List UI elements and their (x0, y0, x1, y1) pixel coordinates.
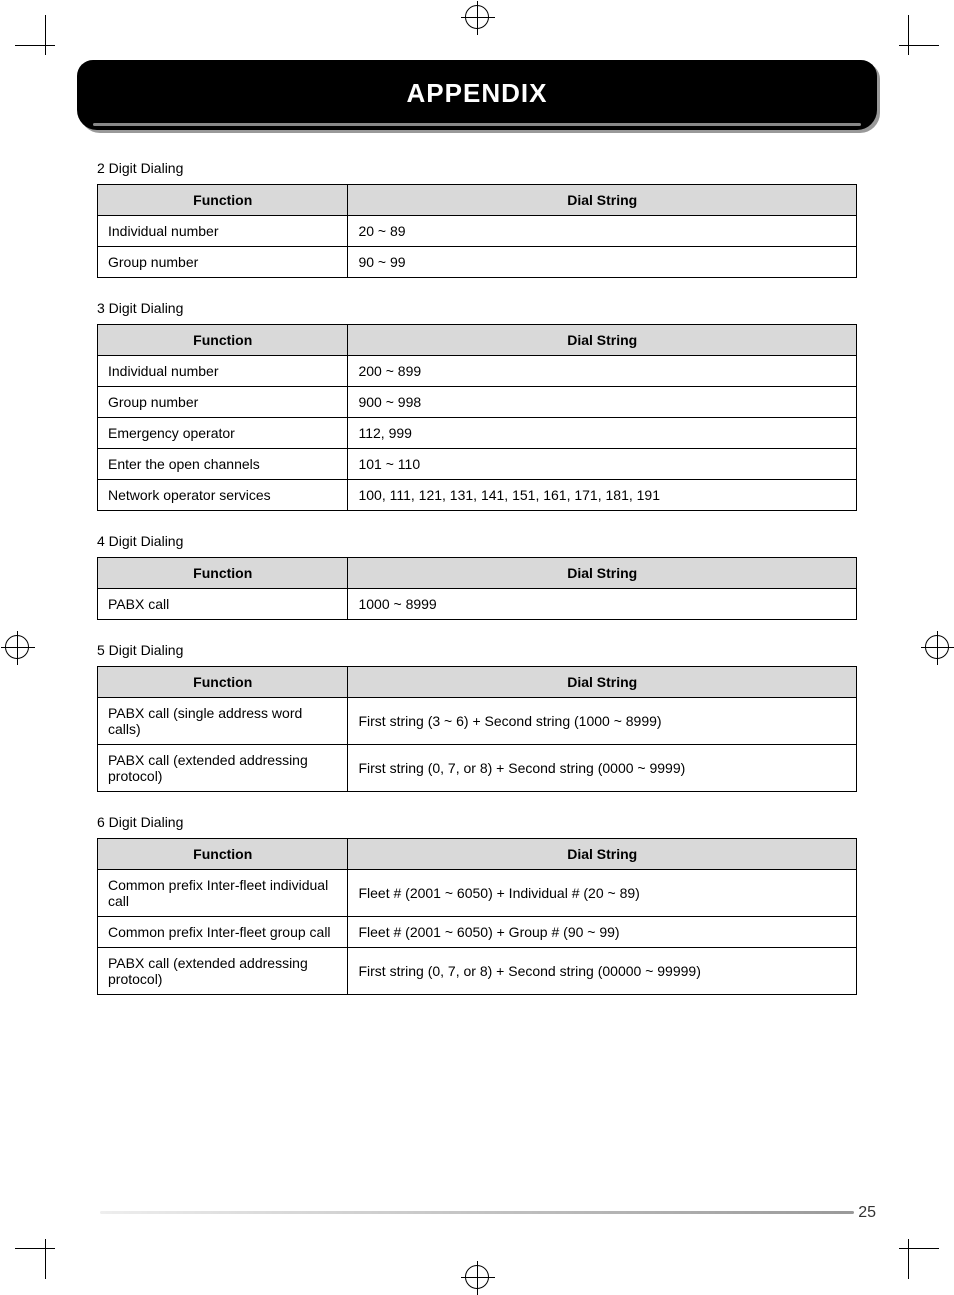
cell-dial-string: 900 ~ 998 (348, 387, 857, 418)
table-row: Emergency operator112, 999 (98, 418, 857, 449)
header-dial-string: Dial String (348, 667, 857, 698)
cell-function: Common prefix Inter-fleet group call (98, 917, 348, 948)
cell-function: PABX call (extended addressing protocol) (98, 745, 348, 792)
cell-dial-string: 101 ~ 110 (348, 449, 857, 480)
header-dial-string: Dial String (348, 325, 857, 356)
registration-mark-left (5, 635, 29, 659)
cell-dial-string: Fleet # (2001 ~ 6050) + Group # (90 ~ 99… (348, 917, 857, 948)
registration-mark-bottom (465, 1265, 489, 1289)
section-label: 2 Digit Dialing (97, 160, 857, 176)
section-label: 6 Digit Dialing (97, 814, 857, 830)
cell-dial-string: First string (0, 7, or 8) + Second strin… (348, 948, 857, 995)
header-dial-string: Dial String (348, 839, 857, 870)
cell-dial-string: First string (3 ~ 6) + Second string (10… (348, 698, 857, 745)
header-dial-string: Dial String (348, 185, 857, 216)
section-label: 4 Digit Dialing (97, 533, 857, 549)
cell-function: Individual number (98, 216, 348, 247)
cell-function: PABX call (single address word calls) (98, 698, 348, 745)
cell-dial-string: Fleet # (2001 ~ 6050) + Individual # (20… (348, 870, 857, 917)
table-row: PABX call (extended addressing protocol)… (98, 745, 857, 792)
dialing-table: FunctionDial StringPABX call1000 ~ 8999 (97, 557, 857, 620)
table-row: Network operator services100, 111, 121, … (98, 480, 857, 511)
cell-dial-string: 90 ~ 99 (348, 247, 857, 278)
table-row: PABX call (extended addressing protocol)… (98, 948, 857, 995)
crop-mark-tr (889, 15, 939, 65)
section-label: 3 Digit Dialing (97, 300, 857, 316)
header-function: Function (98, 185, 348, 216)
table-row: Individual number200 ~ 899 (98, 356, 857, 387)
cell-dial-string: 112, 999 (348, 418, 857, 449)
registration-mark-right (925, 635, 949, 659)
dialing-table: FunctionDial StringCommon prefix Inter-f… (97, 838, 857, 995)
cell-dial-string: 20 ~ 89 (348, 216, 857, 247)
dialing-table: FunctionDial StringPABX call (single add… (97, 666, 857, 792)
cell-function: PABX call (extended addressing protocol) (98, 948, 348, 995)
table-row: Group number90 ~ 99 (98, 247, 857, 278)
table-row: Common prefix Inter-fleet group callFlee… (98, 917, 857, 948)
page-content: APPENDIX 2 Digit DialingFunctionDial Str… (97, 40, 857, 995)
header-banner: APPENDIX (77, 60, 877, 130)
cell-function: Enter the open channels (98, 449, 348, 480)
dialing-table: FunctionDial StringIndividual number20 ~… (97, 184, 857, 278)
page-number: 25 (858, 1204, 876, 1222)
cell-dial-string: 200 ~ 899 (348, 356, 857, 387)
header-function: Function (98, 558, 348, 589)
cell-function: Network operator services (98, 480, 348, 511)
crop-mark-tl (15, 15, 65, 65)
cell-dial-string: 1000 ~ 8999 (348, 589, 857, 620)
header-function: Function (98, 325, 348, 356)
registration-mark-top (465, 5, 489, 29)
cell-function: PABX call (98, 589, 348, 620)
table-row: Group number900 ~ 998 (98, 387, 857, 418)
table-row: Common prefix Inter-fleet individual cal… (98, 870, 857, 917)
cell-function: Emergency operator (98, 418, 348, 449)
header-dial-string: Dial String (348, 558, 857, 589)
crop-mark-br (889, 1229, 939, 1279)
page-footer-rule (100, 1211, 854, 1214)
table-row: PABX call1000 ~ 8999 (98, 589, 857, 620)
cell-function: Individual number (98, 356, 348, 387)
crop-mark-bl (15, 1229, 65, 1279)
header-function: Function (98, 667, 348, 698)
sections-container: 2 Digit DialingFunctionDial StringIndivi… (97, 160, 857, 995)
section-label: 5 Digit Dialing (97, 642, 857, 658)
cell-function: Common prefix Inter-fleet individual cal… (98, 870, 348, 917)
page-title: APPENDIX (77, 60, 877, 126)
dialing-table: FunctionDial StringIndividual number200 … (97, 324, 857, 511)
table-row: Enter the open channels101 ~ 110 (98, 449, 857, 480)
cell-dial-string: 100, 111, 121, 131, 141, 151, 161, 171, … (348, 480, 857, 511)
cell-function: Group number (98, 247, 348, 278)
table-row: Individual number20 ~ 89 (98, 216, 857, 247)
cell-dial-string: First string (0, 7, or 8) + Second strin… (348, 745, 857, 792)
cell-function: Group number (98, 387, 348, 418)
header-function: Function (98, 839, 348, 870)
table-row: PABX call (single address word calls)Fir… (98, 698, 857, 745)
